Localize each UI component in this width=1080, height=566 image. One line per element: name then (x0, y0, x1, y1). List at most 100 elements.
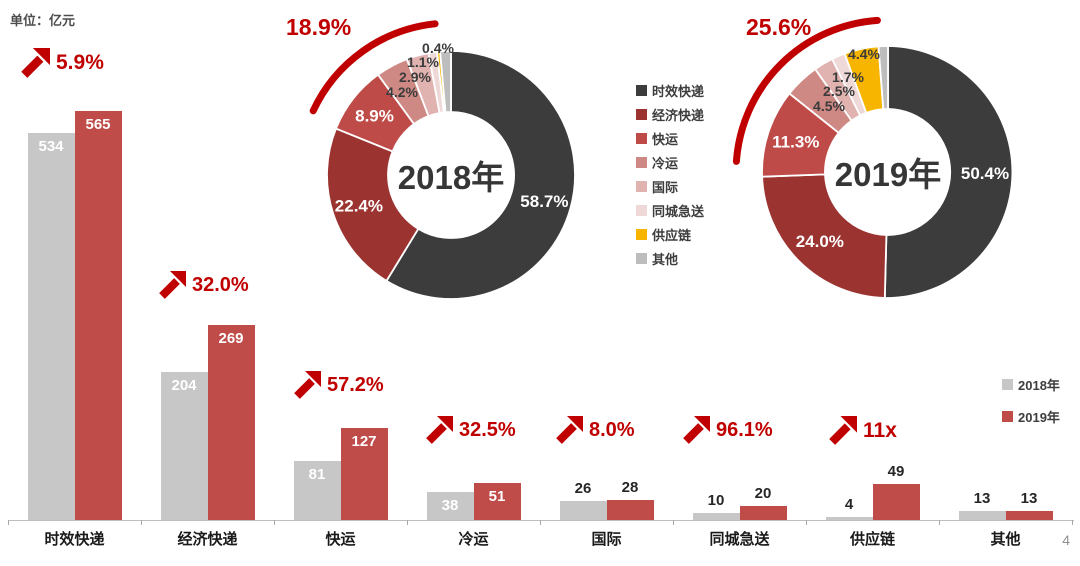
donut-percent-label-同城急送: 1.7% (832, 69, 864, 85)
donut-chart-2019年: 50.4% 24.0% 11.3% 4.5%2.5%1.7% 4.4% (732, 16, 1014, 299)
donut-chart-2018年: 58.7% 22.4% 8.9% 4.2%2.9%1.1%0.4% (309, 20, 576, 300)
donut-percent-label-国际: 2.9% (399, 69, 431, 85)
growth-arrow-icon (159, 271, 186, 299)
legend-swatch-icon (1002, 410, 1013, 422)
growth-indicator-同城急送: 96.1% (682, 416, 773, 444)
bar-2018-同城急送 (692, 512, 740, 520)
legend-swatch-icon (636, 180, 647, 192)
legend-label: 快运 (652, 131, 679, 147)
bar-value-label: 10 (707, 491, 725, 509)
highlight-percent-label-2019: 25.6% (746, 14, 812, 40)
bar-value-label: 13 (973, 489, 991, 507)
highlight-percent-label-2018: 18.9% (286, 14, 352, 40)
bar-value-label: 38 (441, 497, 459, 515)
growth-percent-text: 32.0% (192, 273, 249, 296)
growth-percent-text: 8.0% (589, 418, 635, 441)
donut-percent-label-供应链: 4.4% (848, 46, 880, 62)
bar-2019-经济快递 (207, 325, 255, 520)
bar-2018-快运 (293, 461, 341, 520)
axis-tick (8, 520, 9, 525)
donut-legend-item-国际: 国际 (636, 174, 704, 198)
bar-2019-供应链 (872, 484, 920, 520)
donut-percent-label-国际: 2.5% (823, 83, 855, 99)
bar-2018-时效快递 (27, 133, 75, 520)
donut-segment-经济快递 (761, 173, 888, 299)
legend-swatch-icon (1002, 378, 1013, 390)
donut-segment-经济快递 (326, 127, 420, 283)
legend-label: 同城急送 (652, 203, 705, 219)
bar-value-label: 13 (1020, 489, 1038, 507)
axis-tick (407, 520, 408, 525)
donut-legend: 时效快递经济快递快运冷运国际同城急送供应链其他 (636, 78, 704, 270)
bar-2019-其他 (1005, 510, 1053, 520)
growth-percent-text: 5.9% (56, 51, 104, 74)
bar-2018-其他 (958, 510, 1006, 520)
bar-value-label: 20 (754, 484, 772, 502)
bar-value-label: 534 (38, 138, 64, 155)
page-number: 4 (1062, 532, 1070, 548)
bar-2019-同城急送 (739, 505, 787, 520)
category-label-冷运: 冷运 (458, 531, 489, 548)
donut-percent-label-同城急送: 1.1% (407, 54, 439, 70)
donut-legend-item-时效快递: 时效快递 (636, 78, 704, 102)
legend-label: 2019年 (1018, 409, 1060, 425)
growth-percent-text: 11x (863, 418, 897, 442)
donut-percent-label-快运: 11.3% (772, 133, 819, 152)
axis-tick (673, 520, 674, 525)
legend-label: 冷运 (652, 155, 679, 171)
legend-swatch-icon (636, 156, 647, 168)
axis-tick (1072, 520, 1073, 525)
category-label-国际: 国际 (591, 531, 622, 548)
legend-label: 时效快递 (652, 83, 705, 99)
category-label-快运: 快运 (325, 531, 356, 548)
category-label-其他: 其他 (990, 531, 1021, 548)
growth-percent-text: 96.1% (716, 418, 773, 441)
bar-2018-国际 (559, 501, 607, 520)
category-label-同城急送: 同城急送 (709, 531, 770, 548)
donut-legend-item-经济快递: 经济快递 (636, 102, 704, 126)
growth-indicator-供应链: 11x (828, 416, 897, 445)
donut-percent-label-供应链: 0.4% (422, 40, 454, 56)
bar-value-label: 81 (308, 466, 326, 484)
donut-segment-时效快递 (883, 45, 1014, 299)
legend-swatch-icon (636, 228, 647, 240)
highlight-arc (732, 16, 881, 165)
legend-swatch-icon (636, 84, 647, 96)
donut-percent-label-时效快递: 58.7% (520, 192, 568, 211)
bar-value-label: 28 (621, 478, 639, 496)
growth-indicator-经济快递: 32.0% (158, 271, 249, 299)
donut-legend-item-其他: 其他 (636, 246, 704, 270)
growth-indicator-快运: 57.2% (293, 371, 384, 399)
donut-segment-其他 (439, 50, 452, 114)
bar-value-label: 4 (844, 496, 854, 514)
axis-tick (939, 520, 940, 525)
axis-tick (274, 520, 275, 525)
legend-swatch-icon (636, 108, 647, 120)
bar-value-label: 565 (85, 115, 111, 133)
growth-arrow-icon (21, 48, 50, 78)
donut-percent-label-冷运: 4.5% (813, 98, 845, 114)
donut-percent-label-时效快递: 50.4% (961, 164, 1009, 183)
bar-2019-快运 (340, 427, 388, 520)
growth-indicator-冷运: 32.5% (425, 416, 516, 444)
bar-value-label: 127 (351, 432, 377, 450)
bar-value-label: 269 (218, 330, 244, 348)
growth-arrow-icon (426, 416, 453, 444)
category-label-供应链: 供应链 (849, 531, 895, 548)
donut-segment-时效快递 (385, 50, 576, 300)
growth-arrow-icon (683, 416, 710, 444)
bar-legend: 2018年 2019年 (1002, 368, 1060, 432)
growth-arrow-icon (294, 371, 321, 399)
growth-indicator-时效快递: 5.9% (20, 48, 104, 78)
donut-legend-item-供应链: 供应链 (636, 222, 704, 246)
growth-arrow-icon (556, 416, 583, 444)
unit-label: 单位：亿元 (10, 13, 76, 28)
legend-label: 供应链 (652, 227, 692, 243)
bar-2019-时效快递 (74, 110, 122, 520)
legend-swatch-icon (636, 132, 647, 144)
bar-value-label: 49 (887, 463, 905, 481)
donut-center-title-2018: 2018年 (397, 159, 505, 196)
donut-legend-item-快运: 快运 (636, 126, 704, 150)
legend-label: 其他 (652, 251, 679, 267)
